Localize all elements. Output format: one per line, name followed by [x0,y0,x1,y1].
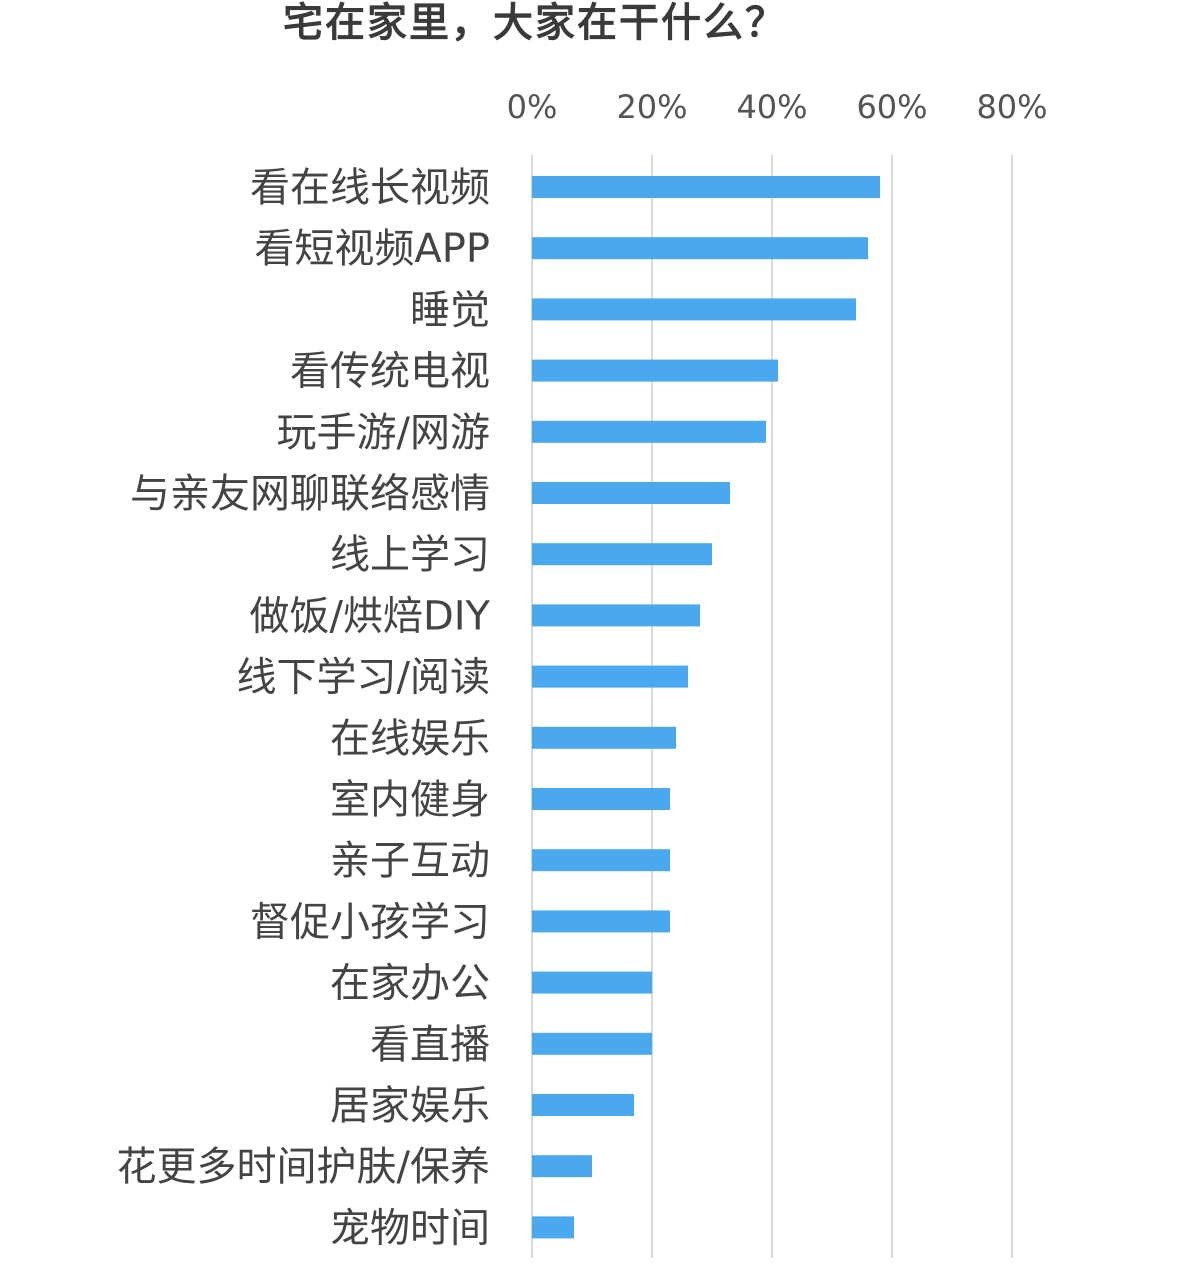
category-label: 居家娱乐 [330,1083,490,1129]
bar [532,237,868,260]
x-tick-label: 60% [856,88,927,126]
x-tick-label: 0% [507,88,558,126]
category-label: 看在线长视频 [250,165,490,211]
category-label: 在家办公 [330,961,490,1007]
x-axis-ticks: 0% 20% 40% 60% 80% [507,88,1048,126]
bar [532,1032,652,1055]
bar [532,849,670,872]
category-label: 在线娱乐 [330,716,490,762]
category-label: 亲子互动 [330,838,490,884]
category-label: 宠物时间 [330,1205,490,1251]
bar [532,176,880,198]
category-label: 看传统电视 [290,349,490,395]
bar [532,482,730,504]
category-label: 花更多时间护肤/保养 [117,1144,490,1190]
bar [532,604,700,627]
bar [532,1094,634,1116]
bar [532,1155,592,1178]
category-label: 玩手游/网游 [277,410,490,456]
bar [532,788,670,810]
bar [532,665,688,688]
bar [532,543,712,566]
bar [532,359,778,382]
bar [532,726,676,749]
category-label: 督促小孩学习 [250,899,490,945]
category-label: 线下学习/阅读 [237,655,490,701]
category-label: 睡觉 [410,287,490,333]
category-label: 线上学习 [330,532,490,578]
category-label: 看直播 [370,1022,490,1068]
gridlines [531,155,1013,1258]
bars [532,176,880,1239]
x-tick-label: 40% [736,88,807,126]
x-tick-label: 80% [976,88,1047,126]
chart-title: 宅在家里，大家在干什么？ [283,0,787,46]
bar [532,420,766,443]
bar [532,971,652,994]
bar [532,298,856,321]
bar [532,910,670,933]
category-label: 室内健身 [330,777,490,823]
category-label: 做饭/烘焙DIY [249,593,490,639]
category-label: 与亲友网聊联络感情 [130,471,490,517]
category-label: 看短视频APP [254,226,490,272]
bar [532,1216,574,1239]
x-tick-label: 20% [616,88,687,126]
